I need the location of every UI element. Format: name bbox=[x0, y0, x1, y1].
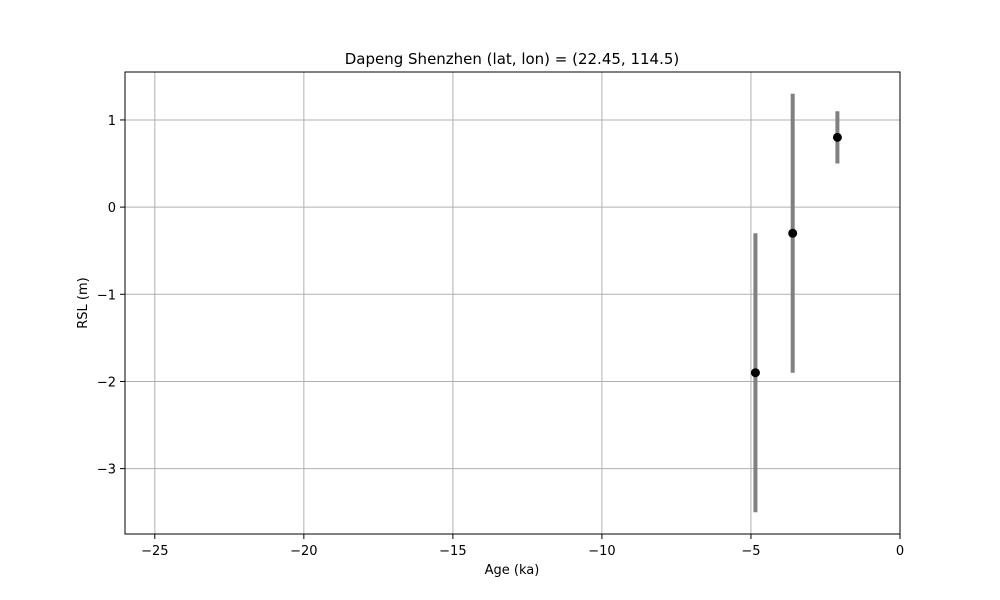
chart-title: Dapeng Shenzhen (lat, lon) = (22.45, 114… bbox=[345, 50, 680, 68]
data-point bbox=[832, 132, 842, 142]
y-tick-label: −3 bbox=[97, 463, 116, 478]
x-tick-label: −15 bbox=[439, 544, 466, 559]
plot-area-frame bbox=[124, 71, 901, 535]
error-bars bbox=[753, 93, 840, 513]
x-axis-label: Age (ka) bbox=[485, 563, 540, 578]
y-axis-label: RSL (m) bbox=[76, 277, 91, 328]
y-tick-label: −2 bbox=[97, 375, 116, 390]
x-tick-label: −5 bbox=[741, 544, 760, 559]
data-point bbox=[788, 228, 798, 238]
x-tick-label: 0 bbox=[896, 544, 904, 559]
y-axis-ticks: −3 −2 −1 0 1 bbox=[97, 114, 125, 478]
y-tick-label: 0 bbox=[108, 201, 116, 216]
x-tick-label: −10 bbox=[588, 544, 615, 559]
data-points bbox=[750, 132, 842, 378]
y-tick-label: −1 bbox=[97, 288, 116, 303]
y-tick-label: 1 bbox=[108, 114, 116, 129]
x-axis-ticks: −25 −20 −15 −10 −5 0 bbox=[141, 534, 904, 559]
data-point bbox=[750, 368, 760, 378]
x-tick-label: −20 bbox=[290, 544, 317, 559]
x-tick-label: −25 bbox=[141, 544, 168, 559]
grid-lines bbox=[125, 72, 901, 534]
